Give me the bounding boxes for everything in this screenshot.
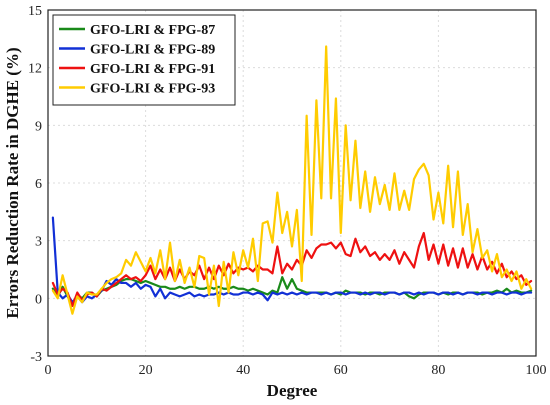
x-tick-labels: 0 20 40 60 80 100 — [45, 363, 547, 378]
plot-frame — [47, 9, 537, 357]
y-tick-label: 15 — [28, 4, 42, 19]
grid-lines — [48, 10, 536, 356]
x-axis-title: Degree — [267, 381, 318, 400]
x-tick-label: 0 — [45, 363, 52, 378]
legend-label: GFO-LRI & FPG-91 — [90, 62, 215, 77]
y-axis-title: Errors Reduction Rate in DGHE (%) — [3, 47, 22, 318]
x-tick-label: 60 — [334, 363, 348, 378]
x-tick-label: 100 — [526, 363, 547, 378]
x-tick-label: 20 — [139, 363, 153, 378]
series-line-4 — [51, 45, 533, 315]
y-tick-label: -3 — [30, 350, 42, 365]
y-tick-label: 0 — [35, 292, 42, 307]
series-line-1 — [51, 276, 533, 306]
y-tick-label: 3 — [35, 235, 42, 250]
legend-label: GFO-LRI & FPG-93 — [90, 82, 215, 97]
x-tick-label: 80 — [431, 363, 445, 378]
y-tick-label: 12 — [28, 62, 42, 77]
series-lines — [51, 45, 533, 315]
series-line-2 — [51, 216, 533, 304]
legend-label: GFO-LRI & FPG-89 — [90, 43, 215, 58]
legend-label: GFO-LRI & FPG-87 — [90, 23, 215, 38]
y-tick-labels: -3 0 3 6 9 12 15 — [28, 4, 42, 365]
y-tick-label: 6 — [35, 177, 42, 192]
series-line-3 — [51, 231, 533, 308]
legend: GFO-LRI & FPG-87 GFO-LRI & FPG-89 GFO-LRI … — [52, 14, 236, 106]
x-tick-label: 40 — [236, 363, 250, 378]
y-tick-label: 9 — [35, 119, 42, 134]
